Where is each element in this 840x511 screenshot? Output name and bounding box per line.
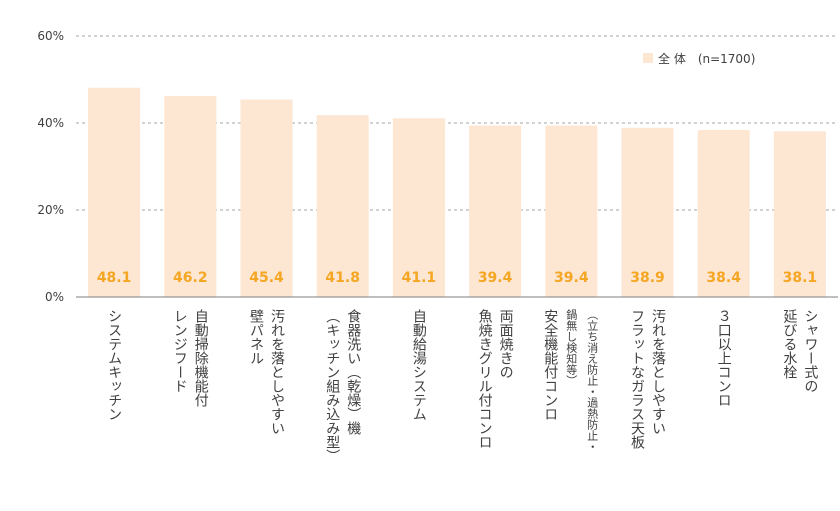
value-label: 38.1	[783, 270, 818, 286]
value-label: 45.4	[249, 270, 284, 286]
legend: 全 体 (n=1700)	[643, 51, 755, 66]
legend-swatch	[643, 53, 653, 63]
category-label: レンジフード	[172, 309, 188, 393]
value-label: 39.4	[554, 270, 589, 286]
category-label: 魚焼きグリル付コンロ	[477, 309, 493, 449]
category-label: （キッチン組み込み型）	[324, 309, 340, 463]
category-label: 両面焼きの	[498, 309, 514, 379]
category-label: 汚れを落としやすい	[650, 309, 666, 435]
value-labels: 48.1 46.2 45.4 41.8 41.1 39.4 39.4 38.9 38.4 38.1	[97, 270, 817, 286]
bar	[316, 115, 369, 297]
category-label: 延びる水栓	[781, 309, 797, 379]
bar	[164, 96, 217, 297]
y-axis-ticks: 0% 20% 40% 60%	[37, 29, 64, 304]
y-tick-label: 0%	[45, 290, 64, 304]
category-label: 自動給湯システム	[411, 309, 427, 421]
category-label: ３口以上コンロ	[716, 309, 732, 407]
bar	[621, 127, 674, 297]
bar	[773, 131, 826, 297]
bar	[697, 129, 750, 297]
value-label: 41.1	[402, 270, 437, 286]
category-label: 自動掃除機能付	[193, 309, 209, 408]
category-label: フラットなガラス天板	[629, 309, 645, 449]
y-tick-label: 20%	[37, 203, 64, 217]
bar	[545, 125, 598, 297]
category-label: 壁パネル	[248, 309, 264, 365]
category-label: システムキッチン	[106, 309, 122, 421]
value-label: 46.2	[173, 270, 208, 286]
bars	[88, 87, 826, 297]
bar	[469, 125, 522, 297]
legend-label: 全 体 (n=1700)	[658, 51, 755, 66]
y-tick-label: 40%	[37, 116, 64, 130]
bar	[240, 99, 293, 297]
value-label: 41.8	[325, 270, 360, 286]
value-label: 48.1	[97, 270, 132, 286]
category-label: 食器洗い（乾燥）機	[345, 308, 361, 436]
bar	[392, 118, 445, 297]
category-label: 汚れを落としやすい	[269, 309, 285, 435]
value-label: 38.4	[706, 270, 741, 286]
category-label: （立ち消え防止・過熱防止・	[586, 309, 599, 452]
category-label: シャワー式の	[802, 309, 818, 393]
category-label: 安全機能付コンロ	[542, 309, 558, 421]
value-label: 39.4	[478, 270, 513, 286]
bar	[88, 87, 141, 297]
category-label: 鍋無し検知等）	[565, 308, 578, 386]
y-tick-label: 60%	[37, 29, 64, 43]
value-label: 38.9	[630, 270, 665, 286]
